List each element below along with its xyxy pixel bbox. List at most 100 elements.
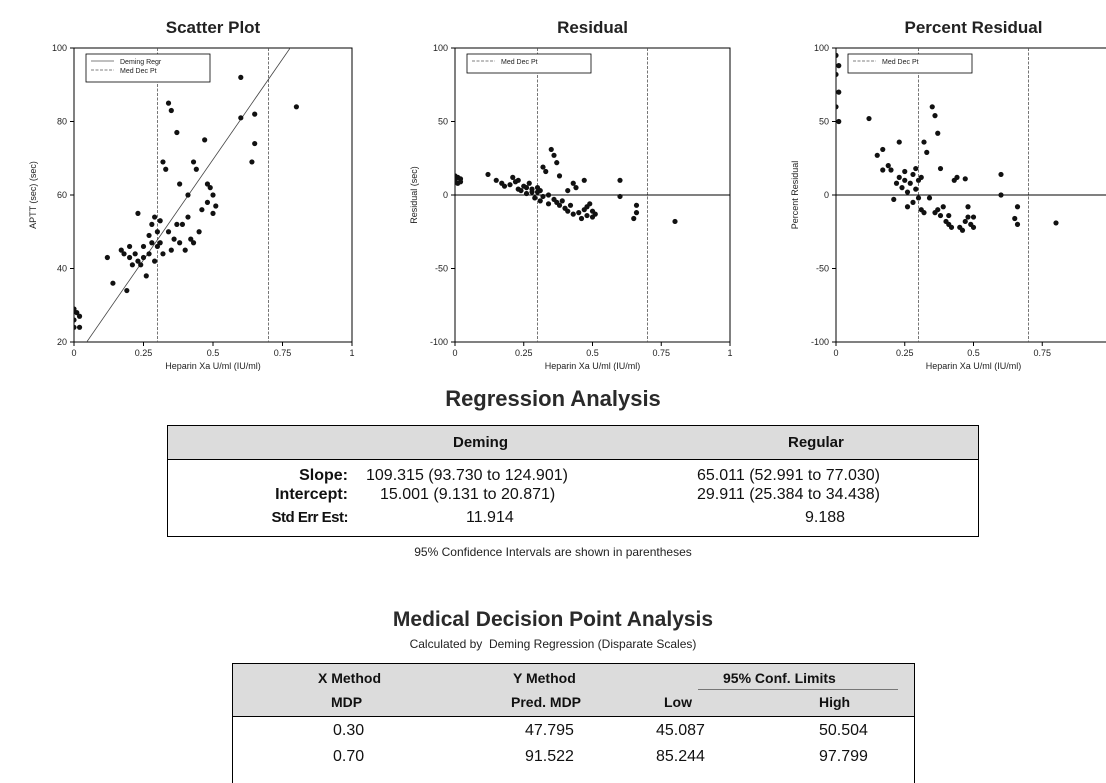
y-tick-label: -50 [816,264,829,274]
header-regular: Regular [788,434,844,451]
y-tick-label: 40 [57,264,67,274]
row-label-stderr: Std Err Est: [271,509,348,526]
chart-percent-residual: Percent Residual -100 -50 0 50 100 0 0.25 0.5 0.7… [790,18,1106,371]
x-axis-label: Heparin Xa U/ml (IU/ml) [545,361,641,371]
data-point [970,224,977,230]
header-conf-limits: 95% Conf. Limits [723,670,836,686]
data-point [485,171,491,178]
data-point [127,243,133,250]
mdp-row-2-low: 85.244 [656,748,705,765]
data-point [924,149,930,155]
regression-table: Deming Regular Slope: 109.315 (93.730 to… [167,425,979,537]
data-point [121,251,127,257]
conf-limits-rule [698,689,898,690]
data-point [202,137,208,143]
data-point [733,276,738,281]
data-point [880,167,886,173]
data-point [143,273,149,279]
data-point [165,229,172,235]
data-point [896,174,902,180]
x-tick-label: 0 [71,348,76,358]
data-point [249,159,255,165]
x-tick-label: 1 [349,348,354,358]
data-point [672,218,678,225]
data-point [210,192,216,198]
data-point [965,204,971,210]
confidence-note: 95% Confidence Intervals are shown in pa… [414,545,692,559]
data-point [581,177,587,183]
data-point [962,176,968,182]
data-point [584,212,590,219]
data-point [576,210,582,216]
legend-box [847,53,973,74]
data-point [160,159,166,165]
data-point [537,187,543,194]
data-point [915,195,922,201]
data-point [501,183,508,189]
data-point [948,224,955,230]
data-point [146,232,152,239]
data-point [529,186,535,192]
chart-title: Percent Residual [905,18,1043,37]
data-point [910,171,916,178]
data-point [138,262,144,268]
y-tick-label: 100 [814,43,829,53]
data-point [515,177,521,183]
data-point [152,258,158,264]
data-point [174,129,180,136]
data-point [204,181,211,187]
mdp-row-2-x: 0.70 [333,748,365,765]
row-label-intercept: Intercept: [275,486,348,503]
data-point [959,227,966,233]
data-point [578,215,585,222]
data-point [926,195,933,201]
data-point [929,104,935,110]
data-point [913,165,919,172]
data-point [954,174,960,180]
data-point [836,89,842,95]
data-point [885,163,891,169]
y-tick-label: -100 [811,337,829,347]
regression-title: Regression Analysis [445,386,661,411]
mdp-row-1-pred: 47.795 [525,722,574,739]
plot-area [836,48,1106,342]
data-point [565,187,571,194]
data-point [507,182,513,188]
data-point [238,74,244,80]
stderr-regular: 9.188 [805,509,846,526]
data-point [182,247,188,253]
data-point [188,236,194,242]
intercept-regular: 29.911 (25.384 to 34.438) [697,486,880,503]
legend-entry: Med Dec Pt [120,68,157,75]
data-point [548,146,554,153]
data-point [617,177,623,183]
data-point [940,204,946,210]
data-point [902,177,908,183]
x-tick-label: 0.5 [967,348,980,358]
data-point [565,208,571,214]
data-point [551,152,557,158]
data-point [523,185,530,191]
data-point [163,166,169,172]
data-point [946,212,952,219]
data-point [592,211,598,217]
x-axis-label: Heparin Xa U/ml (IU/ml) [926,361,1022,371]
data-point [965,214,971,220]
data-point [74,317,77,323]
data-point [904,204,911,210]
mdp-row-2-pred: 91.522 [525,748,574,765]
data-point [165,100,172,106]
data-point [874,152,880,158]
data-point [1053,220,1059,226]
y-tick-label: 80 [57,117,67,127]
legend: Med Dec Pt [466,53,592,74]
data-point [518,187,524,194]
header-deming: Deming [453,434,509,451]
data-point [149,240,155,246]
data-point [913,186,919,192]
data-point [1012,215,1018,222]
y-tick-label: 50 [438,117,448,127]
data-point [252,111,258,117]
data-point [129,262,135,268]
chart-scatter: Scatter Plot 20 40 60 80 100 0 0.25 0.5 0.75 1 Hepa… [28,18,355,371]
